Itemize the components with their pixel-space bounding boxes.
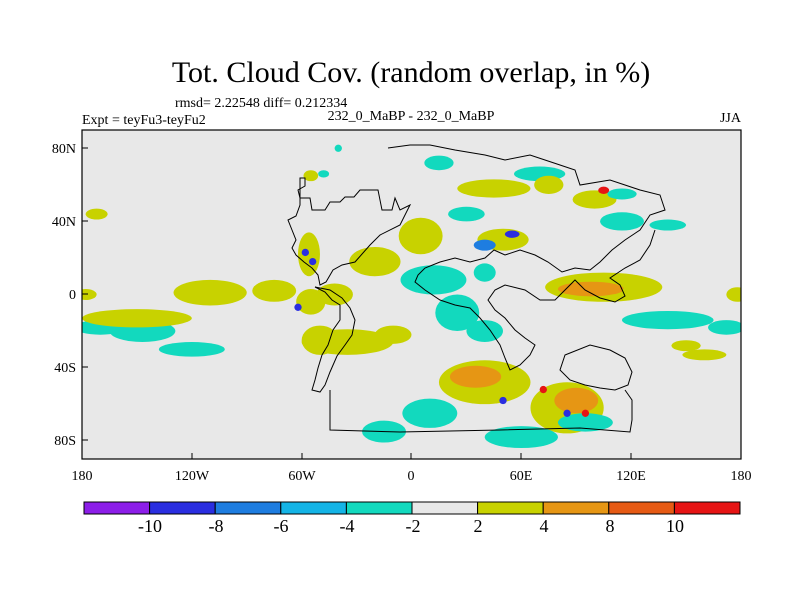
y-tick-label: 80N bbox=[52, 142, 76, 157]
field-anomaly-blob bbox=[367, 263, 390, 275]
colorbar-label: -4 bbox=[340, 516, 355, 536]
field-anomaly-blob bbox=[682, 349, 727, 361]
field-anomaly-blob bbox=[671, 340, 701, 352]
field-anomaly-blob bbox=[557, 281, 624, 297]
x-tick-label: 60W bbox=[288, 469, 316, 484]
field-anomaly-blob bbox=[140, 316, 170, 324]
coastline-australia bbox=[559, 344, 633, 391]
field-anomaly-blob bbox=[85, 208, 108, 220]
field-anomaly-blob bbox=[398, 217, 443, 255]
field-anomaly-blob bbox=[374, 325, 412, 344]
field-anomaly-blob bbox=[449, 365, 502, 388]
field-anomaly-blob bbox=[308, 257, 317, 266]
field-anomaly-blob bbox=[318, 170, 330, 178]
field-anomaly-blob bbox=[504, 230, 520, 238]
colorbar-label: -2 bbox=[406, 516, 421, 536]
experiment-label: Expt = teyFu3-teyFu2 bbox=[82, 113, 206, 128]
field-anomaly-blob bbox=[402, 398, 458, 428]
field-anomaly-blob bbox=[539, 385, 547, 394]
x-tick-label: 60E bbox=[510, 469, 533, 484]
coastlines bbox=[287, 144, 666, 433]
field-anomaly-blob bbox=[303, 170, 319, 182]
field-anomaly-blob bbox=[563, 409, 571, 417]
colorbar-swatch bbox=[345, 501, 413, 515]
field-anomaly-blob bbox=[631, 395, 650, 406]
x-axis: 180 120W 60W 0 60E 120E 180 bbox=[72, 453, 752, 484]
colorbar-swatch bbox=[149, 501, 216, 515]
field-anomaly-blob bbox=[554, 387, 599, 414]
field-anomaly-blob bbox=[557, 413, 613, 432]
field-anomaly-blob bbox=[334, 144, 342, 152]
field-anomaly-blob bbox=[298, 232, 320, 277]
field-anomaly-blob bbox=[252, 279, 297, 302]
colorbar-swatch bbox=[477, 501, 544, 515]
chart-title: Tot. Cloud Cov. (random overlap, in %) bbox=[172, 56, 650, 89]
coastline-antarctica bbox=[329, 389, 633, 433]
field-anomaly-blob bbox=[622, 285, 659, 297]
field-anomaly-blob bbox=[484, 426, 558, 449]
coastline-north-america bbox=[287, 177, 412, 286]
y-tick-label: 40N bbox=[52, 215, 76, 230]
x-tick-label: 120E bbox=[616, 469, 646, 484]
field-anomaly-blob bbox=[158, 342, 225, 357]
field-anomaly-blob bbox=[726, 287, 741, 302]
colorbar-label: -6 bbox=[274, 516, 289, 536]
colorbar-label: 2 bbox=[474, 516, 483, 536]
field-anomaly-blob bbox=[473, 263, 496, 282]
stats-line: rmsd= 2.22548 diff= 0.212334 bbox=[175, 96, 347, 111]
coastline-eurasia-africa bbox=[387, 144, 666, 371]
field-anomaly-blob bbox=[598, 186, 610, 194]
field-anomaly-blob bbox=[173, 279, 247, 306]
colorbar bbox=[83, 501, 741, 515]
y-axis: 80N 40N 0 40S 80S bbox=[52, 142, 88, 449]
x-tick-label: 0 bbox=[408, 469, 415, 484]
field-anomaly-blob bbox=[82, 289, 97, 300]
colorbar-label: -8 bbox=[209, 516, 224, 536]
colorbar-swatch bbox=[280, 501, 347, 515]
field-anomaly-blob bbox=[301, 248, 309, 257]
y-tick-label: 80S bbox=[54, 434, 76, 449]
colorbar-label: 10 bbox=[666, 516, 684, 536]
field-anomaly-blob bbox=[499, 396, 507, 405]
field-layer bbox=[82, 144, 741, 449]
field-anomaly-blob bbox=[649, 219, 687, 231]
field-anomaly-blob bbox=[424, 155, 454, 171]
field-anomaly-blob bbox=[294, 303, 302, 311]
field-anomaly-blob bbox=[622, 310, 714, 330]
season-label: JJA bbox=[720, 111, 742, 126]
x-tick-label: 180 bbox=[72, 469, 93, 484]
field-anomaly-blob bbox=[534, 175, 564, 194]
field-anomaly-blob bbox=[457, 179, 531, 198]
y-tick-label: 0 bbox=[69, 288, 76, 303]
colorbar-swatch bbox=[673, 501, 741, 515]
field-anomaly-blob bbox=[400, 265, 467, 295]
colorbar-swatch bbox=[542, 501, 610, 515]
colorbar-swatch bbox=[411, 501, 479, 515]
colorbar-label: 4 bbox=[540, 516, 549, 536]
field-anomaly-blob bbox=[435, 294, 480, 332]
colorbar-swatch bbox=[83, 501, 151, 515]
case-label: 232_0_MaBP - 232_0_MaBP bbox=[328, 109, 495, 124]
x-tick-label: 120W bbox=[175, 469, 210, 484]
field-anomaly-blob bbox=[82, 309, 192, 328]
colorbar-label: -10 bbox=[138, 516, 162, 536]
field-anomaly-blob bbox=[473, 239, 496, 251]
y-tick-label: 40S bbox=[54, 361, 76, 376]
field-anomaly-blob bbox=[448, 206, 485, 222]
field-anomaly-blob bbox=[708, 320, 741, 335]
coastline-south-america bbox=[311, 286, 356, 393]
field-anomaly-blob bbox=[607, 188, 637, 200]
colorbar-labels: -10 -8 -6 -4 -2 2 4 8 10 bbox=[138, 516, 684, 536]
field-anomaly-blob bbox=[572, 190, 617, 209]
colorbar-swatch bbox=[608, 501, 675, 515]
colorbar-swatch bbox=[214, 501, 282, 515]
field-anomaly-blob bbox=[581, 409, 590, 417]
colorbar-label: 8 bbox=[606, 516, 615, 536]
field-anomaly-blob bbox=[600, 212, 644, 231]
x-tick-label: 180 bbox=[731, 469, 752, 484]
